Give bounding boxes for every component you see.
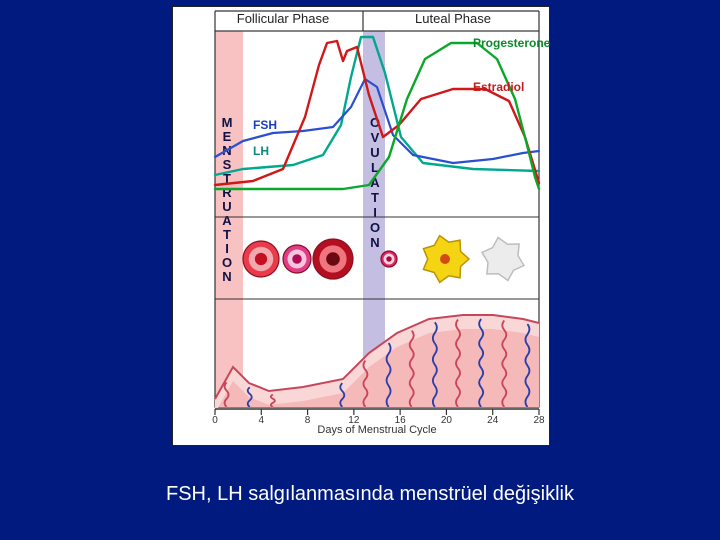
luteal-phase-label: Luteal Phase — [415, 11, 491, 26]
corpus-luteum — [423, 236, 469, 283]
fsh-label: FSH — [253, 118, 277, 132]
follicle-0 — [243, 241, 279, 277]
follicle-1 — [283, 245, 311, 273]
svg-text:O: O — [222, 255, 232, 270]
slide: Follicular Phase Luteal Phase MENSTRUATI… — [0, 0, 720, 540]
figure-svg: Follicular Phase Luteal Phase MENSTRUATI… — [173, 7, 551, 447]
progesterone-label: Progesterone — [473, 36, 551, 50]
svg-text:U: U — [370, 145, 379, 160]
svg-text:I: I — [225, 241, 229, 256]
x-tick-label: 24 — [487, 415, 499, 426]
phase-bands — [215, 31, 385, 407]
follicle-2 — [313, 239, 353, 279]
x-tick-label: 20 — [441, 415, 453, 426]
x-tick-label: 0 — [212, 415, 218, 426]
menstrual-cycle-figure: Follicular Phase Luteal Phase MENSTRUATI… — [172, 6, 550, 446]
x-tick-label: 8 — [305, 415, 311, 426]
x-tick-label: 4 — [259, 415, 265, 426]
svg-text:T: T — [223, 227, 231, 242]
follicular-phase-label: Follicular Phase — [237, 11, 330, 26]
slide-caption: FSH, LH salgılanmasında menstrüel değişi… — [166, 483, 574, 506]
follicle-3 — [381, 251, 397, 267]
svg-text:A: A — [222, 213, 232, 228]
x-tick-label: 28 — [533, 415, 545, 426]
svg-text:V: V — [371, 130, 380, 145]
svg-text:M: M — [222, 115, 233, 130]
svg-text:R: R — [222, 185, 232, 200]
lh-label: LH — [253, 144, 269, 158]
svg-text:T: T — [371, 190, 379, 205]
svg-text:N: N — [370, 235, 379, 250]
menstruation-label: MENSTRUATION — [222, 115, 233, 284]
svg-text:U: U — [222, 199, 231, 214]
estradiol-label: Estradiol — [473, 80, 524, 94]
x-axis-label: Days of Menstrual Cycle — [317, 424, 436, 436]
svg-text:E: E — [223, 129, 232, 144]
corpus-albicans — [482, 238, 524, 281]
svg-text:S: S — [223, 157, 232, 172]
svg-text:N: N — [222, 269, 231, 284]
svg-text:I: I — [373, 205, 377, 220]
svg-text:O: O — [370, 220, 380, 235]
